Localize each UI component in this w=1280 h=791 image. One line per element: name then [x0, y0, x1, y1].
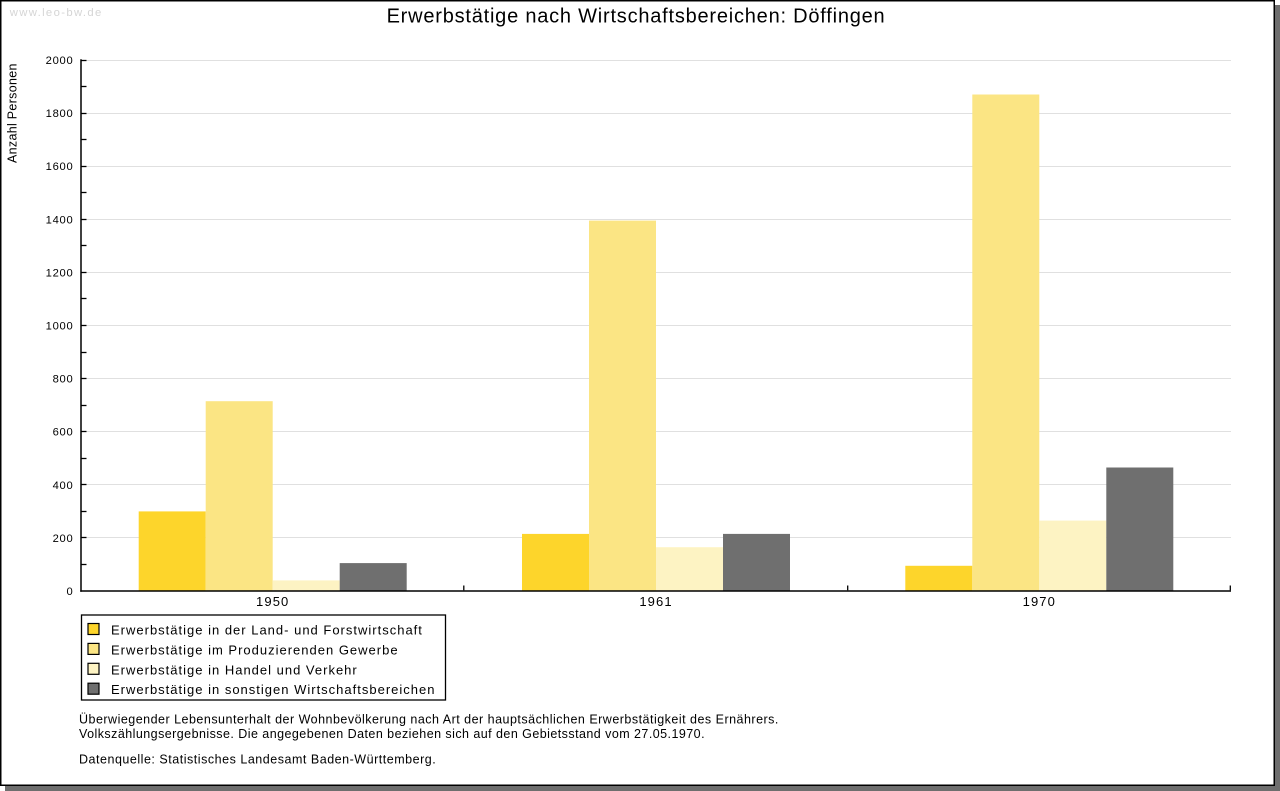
svg-text:1400: 1400: [46, 214, 74, 226]
svg-text:1961: 1961: [639, 594, 672, 609]
svg-text:800: 800: [53, 374, 74, 386]
svg-text:Erwerbstätige in der Land- und: Erwerbstätige in der Land- und Forstwirt…: [111, 623, 423, 638]
svg-text:Erwerbstätige in sonstigen Wir: Erwerbstätige in sonstigen Wirtschaftsbe…: [111, 682, 435, 697]
svg-text:400: 400: [53, 480, 74, 492]
svg-text:600: 600: [53, 427, 74, 439]
svg-text:Erwerbstätige im Produzierende: Erwerbstätige im Produzierenden Gewerbe: [111, 642, 399, 657]
svg-text:Überwiegender Lebensunterhalt: Überwiegender Lebensunterhalt der Wohnbe…: [79, 712, 779, 726]
svg-text:1970: 1970: [1023, 594, 1056, 609]
svg-text:1200: 1200: [46, 267, 74, 279]
svg-text:www.leo-bw.de: www.leo-bw.de: [9, 7, 103, 19]
svg-text:1000: 1000: [46, 321, 74, 333]
svg-text:Volkszählungsergebnisse. Die a: Volkszählungsergebnisse. Die angegebenen…: [79, 727, 705, 741]
svg-text:1800: 1800: [46, 108, 74, 120]
svg-text:200: 200: [53, 533, 74, 545]
svg-text:2000: 2000: [46, 55, 74, 67]
svg-text:1950: 1950: [256, 594, 289, 609]
svg-text:Anzahl Personen: Anzahl Personen: [6, 63, 20, 163]
svg-text:1600: 1600: [46, 161, 74, 173]
svg-text:Datenquelle: Statistisches Lan: Datenquelle: Statistisches Landesamt Bad…: [79, 752, 436, 766]
svg-text:0: 0: [67, 586, 74, 598]
svg-text:Erwerbstätige nach Wirtschafts: Erwerbstätige nach Wirtschaftsbereichen:…: [387, 6, 886, 28]
svg-text:Erwerbstätige in Handel und Ve: Erwerbstätige in Handel und Verkehr: [111, 662, 358, 677]
